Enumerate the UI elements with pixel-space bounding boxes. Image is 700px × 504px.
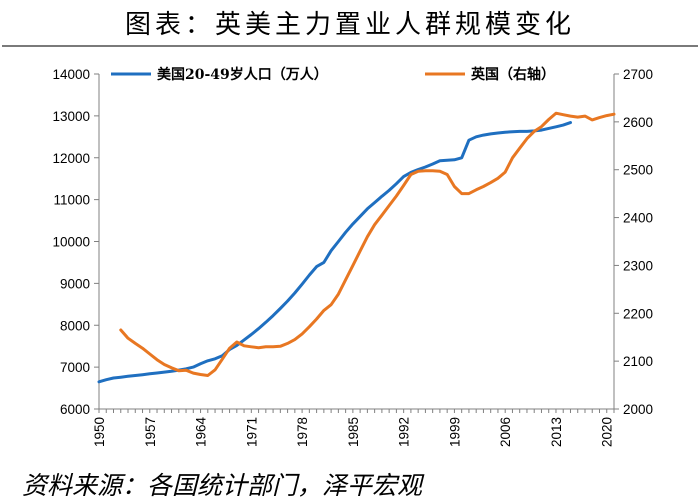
y-right-tick-label: 2400 — [623, 211, 653, 226]
uk-series-line — [119, 111, 616, 377]
chart-series — [97, 111, 616, 384]
x-tick-label: 2006 — [498, 417, 513, 447]
chart-legend: 美国20-49岁人口（万人） 英国（右轴） — [111, 66, 555, 83]
y-left-tick-label: 6000 — [60, 402, 90, 417]
y-left-tick-label: 8000 — [60, 318, 90, 333]
x-tick-label: 1999 — [447, 417, 462, 447]
y-left-tick-label: 11000 — [53, 193, 90, 208]
y-left-tick-label: 9000 — [60, 276, 90, 291]
chart-axes: 6000 7000 8000 9000 10000 11000 12000 13000 1400… — [52, 67, 653, 447]
title-divider — [2, 45, 698, 47]
us-series-line — [97, 121, 572, 384]
line-chart: 6000 7000 8000 9000 10000 11000 12000 13000 1400… — [52, 66, 653, 447]
x-tick-label: 1957 — [143, 417, 158, 447]
legend-label: 英国（右轴） — [470, 66, 555, 83]
x-tick-label: 1971 — [244, 417, 259, 447]
y-right-tick-label: 2100 — [623, 354, 653, 369]
x-tick-label: 1964 — [194, 417, 209, 448]
chart-title: 图表：英美主力置业人群规模变化 — [124, 10, 575, 40]
x-tick-label: 1985 — [346, 417, 361, 447]
y-left-tick-label: 7000 — [60, 360, 90, 375]
y-right-tick-label: 2000 — [623, 402, 653, 417]
y-right-tick-label: 2600 — [623, 115, 653, 130]
y-left-tick-label: 12000 — [52, 151, 90, 166]
y-right-tick-label: 2300 — [623, 258, 653, 273]
x-tick-label: 1950 — [92, 417, 107, 447]
y-right-tick-label: 2700 — [623, 67, 653, 82]
x-tick-label: 2013 — [549, 417, 564, 447]
y-left-tick-label: 13000 — [52, 109, 90, 124]
y-left-tick-label: 14000 — [52, 67, 90, 82]
source-note: 资料来源：各国统计部门，泽平宏观 — [22, 471, 423, 500]
x-tick-label: 2020 — [600, 417, 615, 447]
y-left-tick-label: 10000 — [52, 235, 90, 250]
x-tick-label: 1992 — [397, 417, 412, 447]
legend-label: 美国20-49岁人口（万人） — [157, 66, 328, 83]
x-tick-label: 1978 — [295, 417, 310, 447]
y-right-tick-label: 2200 — [623, 306, 653, 321]
y-right-tick-label: 2500 — [623, 163, 653, 178]
